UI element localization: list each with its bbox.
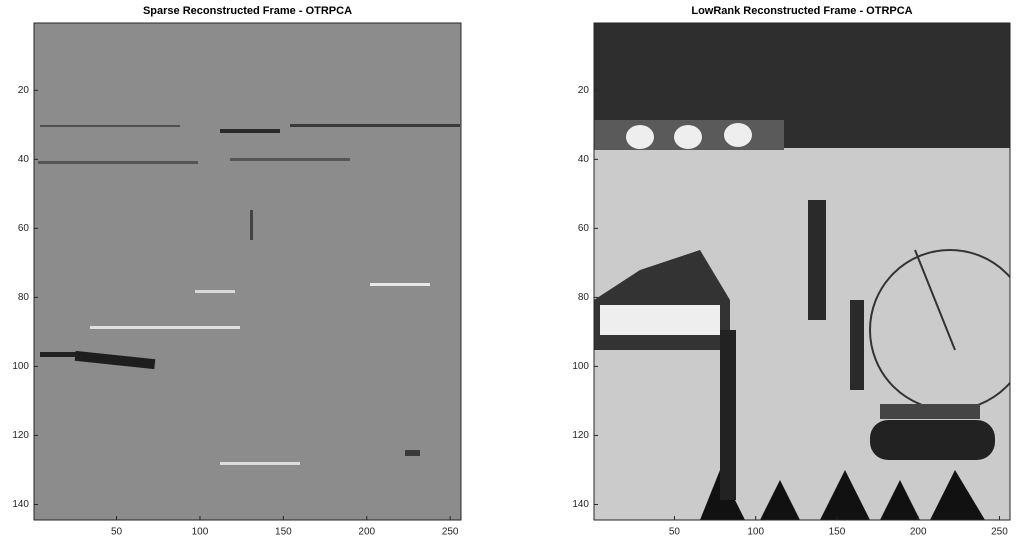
y-tick-label: 140	[572, 499, 589, 510]
x-tick-label: 200	[358, 527, 375, 538]
y-tick-label: 140	[12, 499, 29, 510]
x-tick-label: 50	[669, 527, 681, 538]
y-tick-label: 40	[18, 154, 30, 165]
x-tick-label: 100	[747, 527, 764, 538]
y-tick-label: 100	[12, 361, 29, 372]
x-tick-label: 50	[111, 527, 123, 538]
x-tick-label: 250	[991, 527, 1008, 538]
y-tick-label: 80	[578, 292, 590, 303]
x-tick-label: 200	[910, 527, 927, 538]
x-tick-label: 150	[275, 527, 292, 538]
chart-title: LowRank Reconstructed Frame - OTRPCA	[691, 5, 912, 17]
y-tick-label: 40	[578, 154, 590, 165]
y-tick-label: 20	[578, 85, 590, 96]
chart-title: Sparse Reconstructed Frame - OTRPCA	[143, 5, 352, 17]
x-tick-label: 250	[442, 527, 459, 538]
sparse-image	[34, 23, 461, 520]
y-tick-label: 60	[578, 223, 590, 234]
y-tick-label: 100	[572, 361, 589, 372]
y-tick-label: 80	[18, 292, 30, 303]
figure: Sparse Reconstructed Frame - OTRPCA 50 100…	[0, 0, 1016, 541]
y-tick-label: 120	[572, 430, 589, 441]
y-tick-label: 20	[18, 85, 30, 96]
lowrank-image	[594, 23, 1016, 520]
y-tick-label: 120	[12, 430, 29, 441]
x-tick-label: 100	[192, 527, 209, 538]
y-tick-label: 60	[18, 223, 30, 234]
x-tick-label: 150	[829, 527, 846, 538]
